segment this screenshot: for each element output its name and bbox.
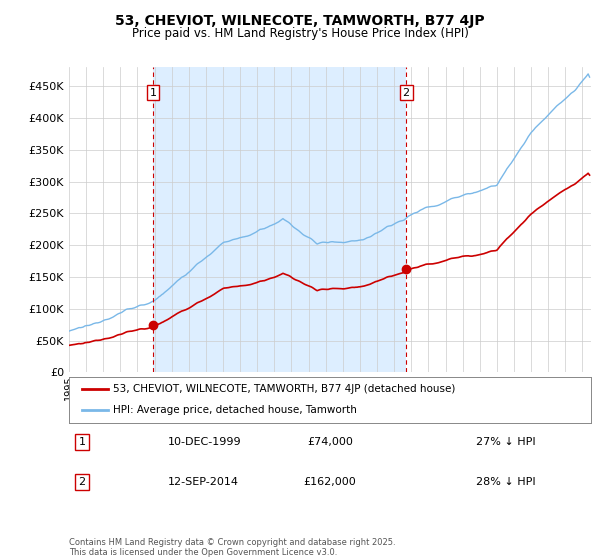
Text: 12-SEP-2014: 12-SEP-2014	[168, 477, 239, 487]
Text: £162,000: £162,000	[304, 477, 356, 487]
Text: Contains HM Land Registry data © Crown copyright and database right 2025.
This d: Contains HM Land Registry data © Crown c…	[69, 538, 395, 557]
Text: Price paid vs. HM Land Registry's House Price Index (HPI): Price paid vs. HM Land Registry's House …	[131, 27, 469, 40]
Bar	[153, 67, 406, 372]
Text: 53, CHEVIOT, WILNECOTE, TAMWORTH, B77 4JP (detached house): 53, CHEVIOT, WILNECOTE, TAMWORTH, B77 4J…	[113, 384, 456, 394]
Text: HPI: Average price, detached house, Tamworth: HPI: Average price, detached house, Tamw…	[113, 405, 357, 416]
Text: 27% ↓ HPI: 27% ↓ HPI	[476, 437, 536, 447]
Text: 1: 1	[149, 87, 157, 97]
Text: 2: 2	[403, 87, 410, 97]
Text: 53, CHEVIOT, WILNECOTE, TAMWORTH, B77 4JP: 53, CHEVIOT, WILNECOTE, TAMWORTH, B77 4J…	[115, 14, 485, 28]
Text: 2: 2	[79, 477, 86, 487]
Text: 28% ↓ HPI: 28% ↓ HPI	[476, 477, 536, 487]
Text: 10-DEC-1999: 10-DEC-1999	[168, 437, 242, 447]
Text: £74,000: £74,000	[307, 437, 353, 447]
Text: 1: 1	[79, 437, 86, 447]
